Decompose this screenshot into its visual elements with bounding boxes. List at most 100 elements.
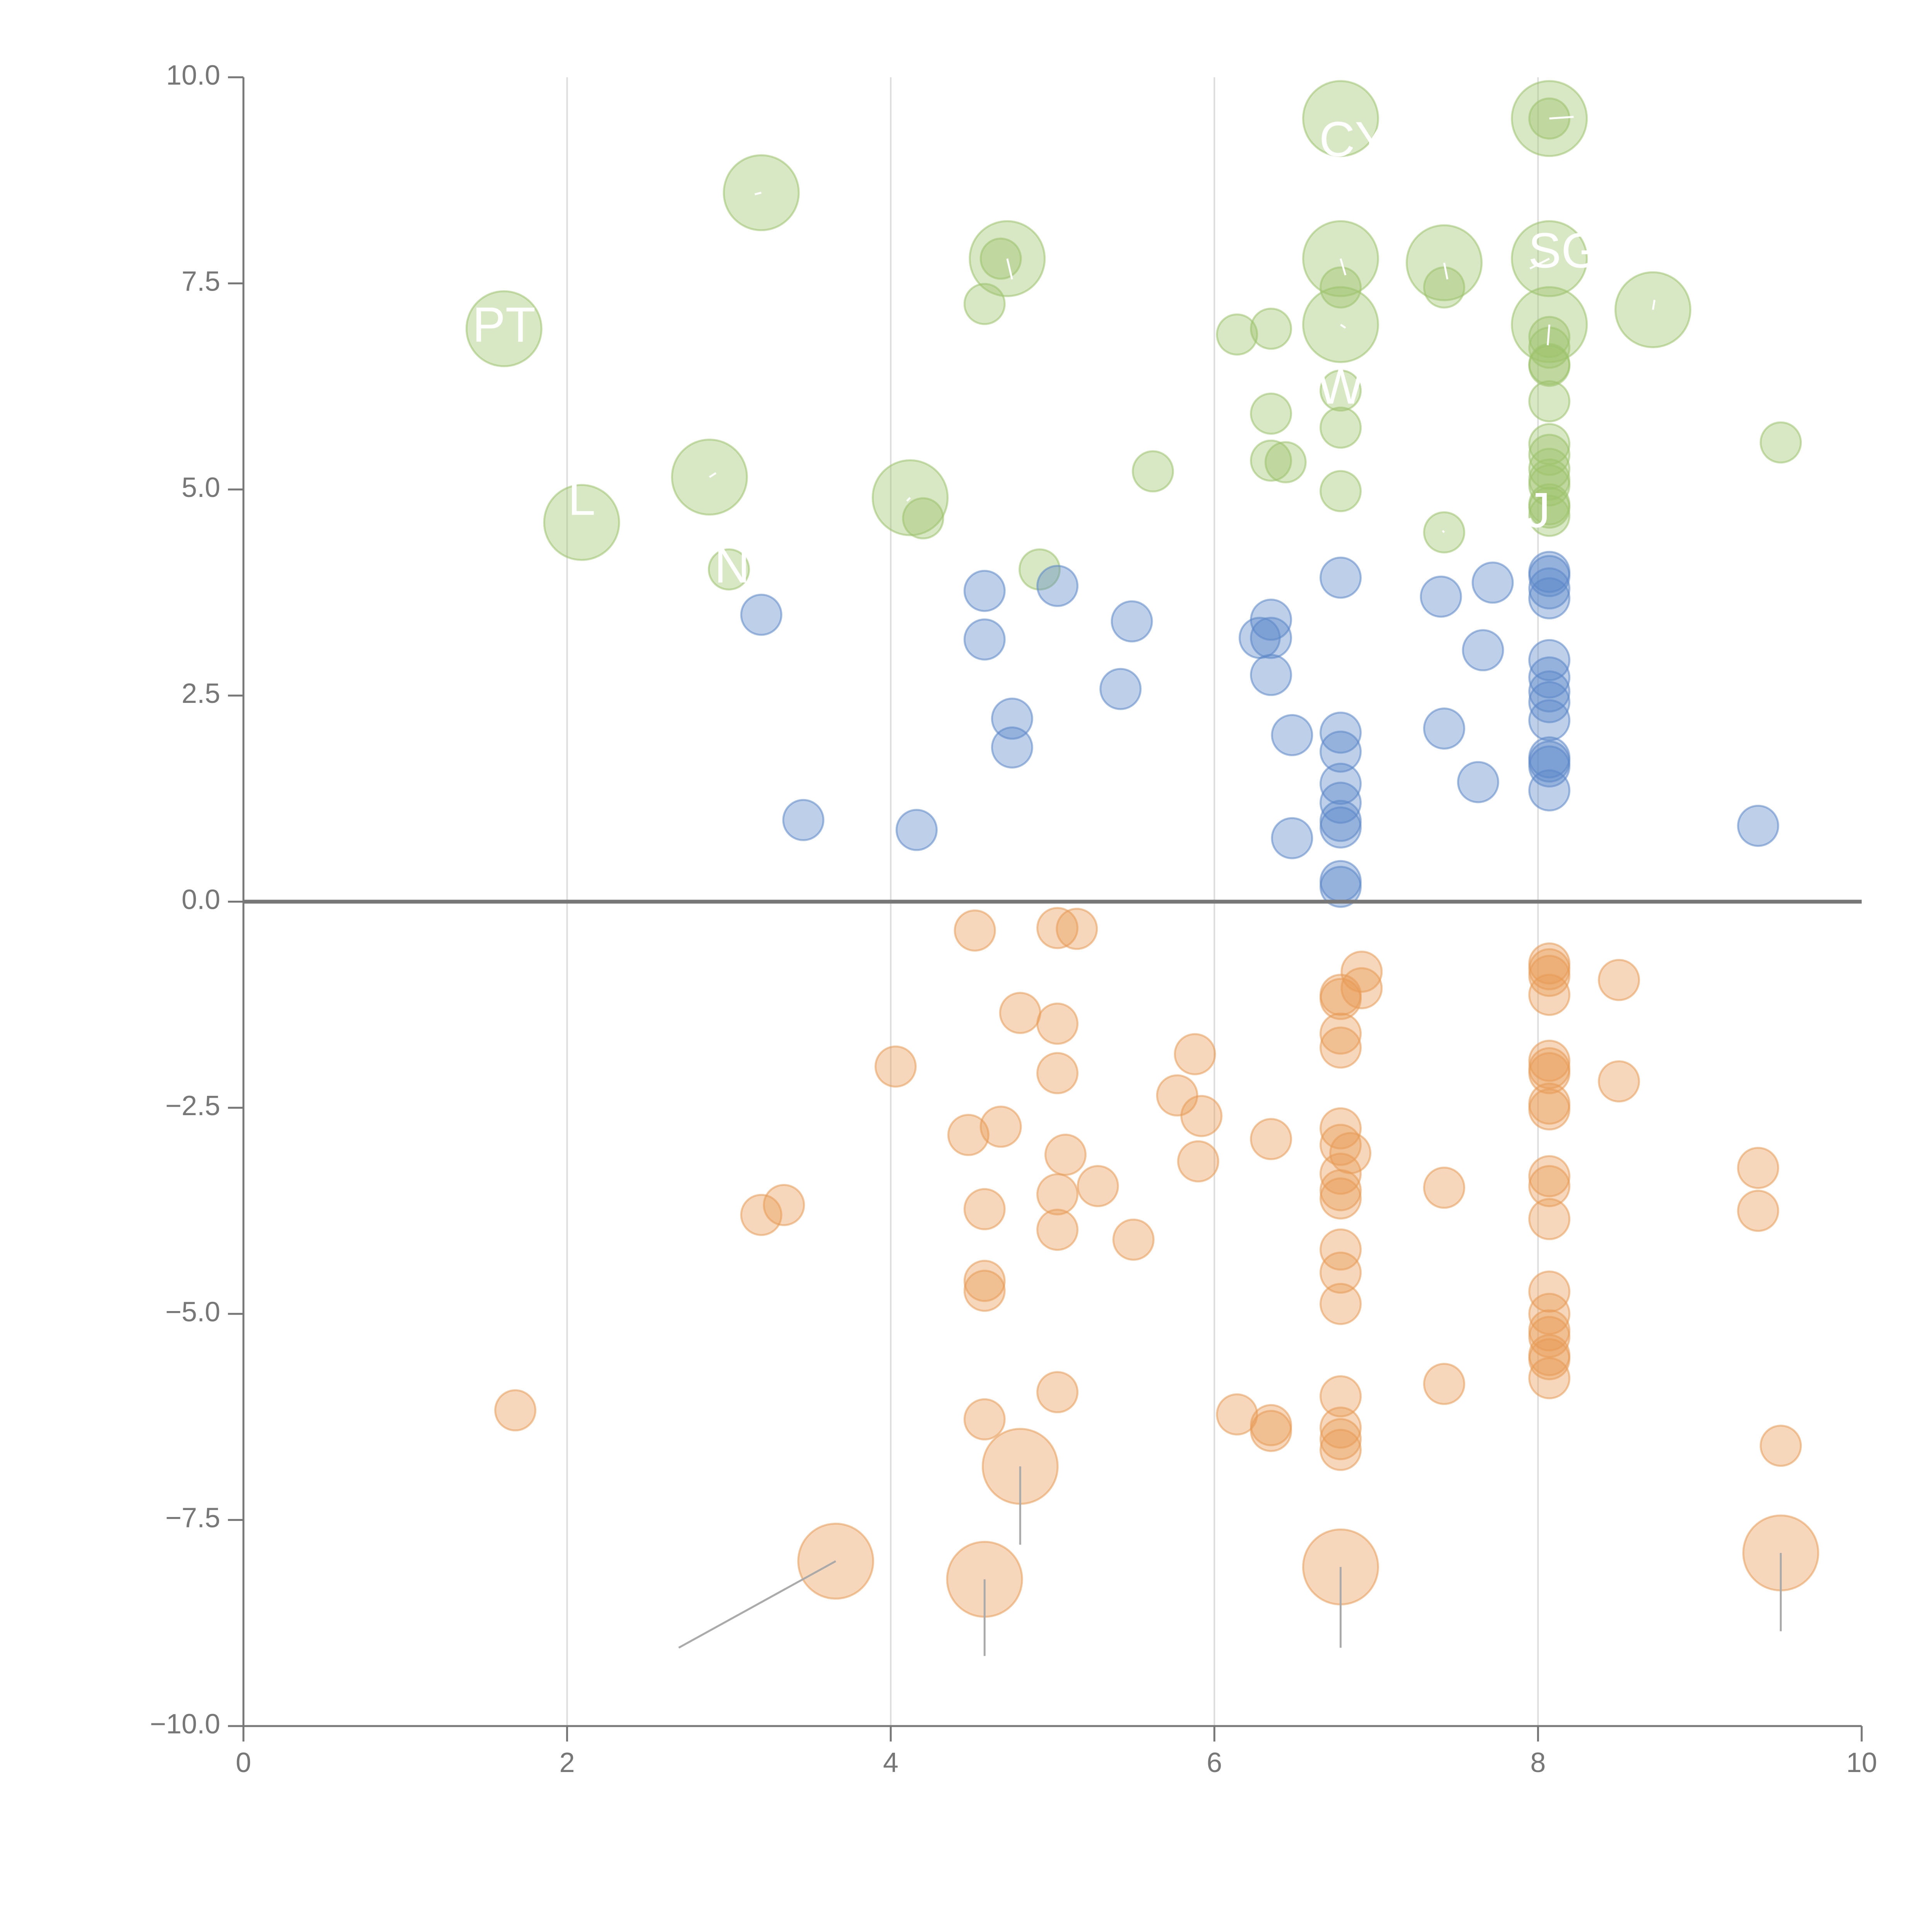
orange-point [1340, 951, 1383, 993]
annotation-label: SG [1528, 223, 1600, 279]
orange-point [1112, 1218, 1155, 1261]
blue-point [1320, 762, 1362, 805]
green-point [1528, 495, 1571, 537]
annotation-leaders [678, 116, 1782, 1656]
orange-point [1320, 1406, 1362, 1449]
blue-point [1420, 575, 1462, 618]
green-point [1320, 406, 1362, 449]
orange-point [1528, 955, 1571, 997]
orange-point [1320, 1026, 1362, 1069]
orange-point [1320, 1228, 1362, 1271]
green-point [465, 290, 543, 367]
leader-line [1547, 324, 1551, 345]
leader-line [678, 1560, 837, 1649]
blue-point [1528, 681, 1571, 723]
blue-point [1320, 556, 1362, 599]
blue-point [1036, 565, 1079, 607]
orange-point [1737, 1190, 1779, 1232]
green-point [1528, 423, 1571, 465]
green-point [671, 439, 748, 516]
orange-point [1320, 1375, 1362, 1418]
green-point [1302, 80, 1379, 157]
orange-point [1760, 1425, 1802, 1467]
orange-point [1177, 1140, 1219, 1183]
orange-point [963, 1270, 1006, 1312]
x-tick-label: 2 [560, 1747, 575, 1778]
blue-point [1320, 730, 1362, 773]
blue-point [1462, 629, 1504, 672]
blue-point [1320, 866, 1362, 908]
orange-point [1598, 1060, 1640, 1103]
blue-point [1528, 567, 1571, 610]
orange-point [1598, 959, 1640, 1001]
blue-point [963, 618, 1006, 661]
green-point [1760, 421, 1802, 464]
orange-point [1528, 1155, 1571, 1197]
blue-point [1528, 769, 1571, 811]
orange-point [1320, 1012, 1362, 1055]
orange-point [1250, 1410, 1292, 1452]
green-point [1019, 548, 1061, 591]
orange-point [1528, 1357, 1571, 1400]
blue-point [1528, 555, 1571, 597]
orange-point [1056, 908, 1098, 950]
blue-point [1528, 699, 1571, 742]
green-point [1264, 441, 1307, 483]
x-tick-label: 6 [1207, 1747, 1222, 1778]
leader-line [906, 497, 911, 502]
green-point [1528, 464, 1571, 507]
y-tick-label: 10.0 [166, 60, 220, 91]
orange-point [1036, 1173, 1079, 1216]
orange-point [1250, 1118, 1292, 1160]
green-point [543, 484, 620, 561]
orange-point [1528, 1198, 1571, 1240]
orange-point [947, 1114, 990, 1156]
orange-point [1320, 1429, 1362, 1471]
annotation-label: W [1317, 359, 1364, 415]
orange-point [1320, 1252, 1362, 1294]
orange-point [1320, 1177, 1362, 1220]
blue-point [740, 594, 782, 636]
leader-line [1006, 258, 1013, 280]
blue-point [963, 570, 1006, 612]
blue-point [991, 726, 1033, 769]
orange-point [1180, 1095, 1223, 1137]
orange-point [874, 1045, 917, 1088]
x-tick-label: 0 [236, 1747, 251, 1778]
orange-point [1036, 1209, 1079, 1251]
blue-point [1271, 714, 1313, 756]
orange-point [1320, 1283, 1362, 1325]
y-tick-label: −5.0 [165, 1296, 220, 1327]
annotation-label: N [714, 538, 750, 594]
leader-line [709, 472, 717, 478]
orange-point [963, 1398, 1006, 1440]
blue-point [1528, 670, 1571, 713]
blue-point [1111, 600, 1153, 643]
annotation-label: L [568, 471, 595, 526]
orange-point [980, 1105, 1022, 1148]
blue-point [991, 697, 1033, 740]
orange-point [1528, 974, 1571, 1016]
annotation-label: CY [1319, 112, 1388, 167]
blue-point [1737, 804, 1779, 847]
blue-point [1320, 711, 1362, 754]
leader-line [1340, 323, 1346, 329]
leader-line [1442, 530, 1445, 533]
orange-point [494, 1389, 537, 1432]
orange-point [1423, 1167, 1465, 1209]
orange-point [1528, 1052, 1571, 1094]
orange-point [1320, 1107, 1362, 1150]
orange-point [1077, 1165, 1119, 1208]
y-tick-label: −2.5 [165, 1090, 220, 1121]
green-point [1320, 470, 1362, 512]
y-tick-label: 7.5 [182, 266, 220, 297]
orange-point [954, 909, 996, 952]
green-point [1320, 369, 1362, 412]
annotation-label: PT [472, 298, 536, 353]
orange-point [1737, 1147, 1779, 1189]
leader-line [1652, 299, 1656, 310]
orange-point [999, 992, 1041, 1034]
scatter-points [465, 80, 1820, 1618]
green-point [707, 548, 750, 591]
